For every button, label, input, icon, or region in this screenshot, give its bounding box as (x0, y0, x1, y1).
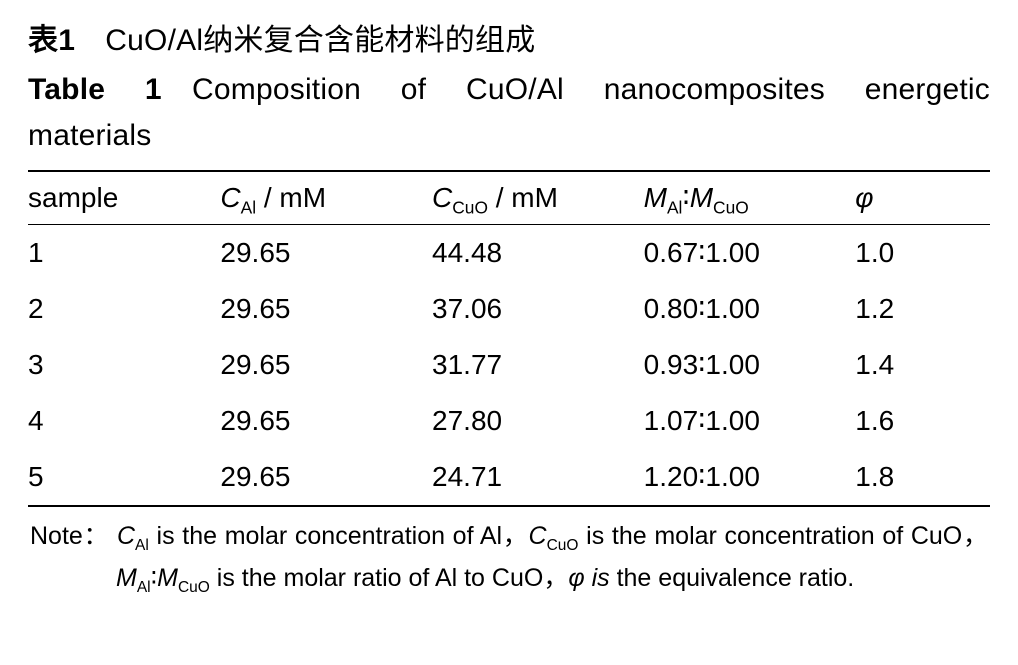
caption-chinese: 表1 CuO/Al纳米复合含能材料的组成 (28, 18, 990, 65)
table-footnote: Note： CAl is the molar concentration of … (28, 507, 990, 600)
caption-en-label: Table 1 (28, 73, 162, 106)
cell-ratio: 0.67∶1.00 (644, 224, 856, 281)
table-body: 1 29.65 44.48 0.67∶1.00 1.0 2 29.65 37.0… (28, 224, 990, 506)
col-header-sample: sample (28, 171, 220, 225)
cell-ratio: 0.93∶1.00 (644, 337, 856, 393)
cell-sample: 3 (28, 337, 220, 393)
note-prefix: Note： (30, 522, 109, 550)
table-row: 4 29.65 27.80 1.07∶1.00 1.6 (28, 393, 990, 449)
caption-english-line2: materials (28, 113, 990, 160)
cell-phi: 1.4 (855, 337, 990, 393)
cell-phi: 1.2 (855, 281, 990, 337)
col-header-c-cuo: CCuO / mM (432, 171, 644, 225)
col-header-c-al: CAl / mM (220, 171, 432, 225)
table-header-row: sample CAl / mM CCuO / mM MAl∶MCuO φ (28, 171, 990, 225)
cell-c-al: 29.65 (220, 337, 432, 393)
caption-cn-label: 表1 (28, 24, 75, 57)
cell-phi: 1.6 (855, 393, 990, 449)
cell-c-al: 29.65 (220, 281, 432, 337)
table-row: 3 29.65 31.77 0.93∶1.00 1.4 (28, 337, 990, 393)
col-header-phi: φ (855, 171, 990, 225)
caption-english-line1: Table 1 Composition of CuO/Al nanocompos… (28, 67, 990, 114)
composition-table: sample CAl / mM CCuO / mM MAl∶MCuO φ 1 2… (28, 170, 990, 507)
cell-c-al: 29.65 (220, 449, 432, 506)
caption-en-title-1: Composition of CuO/Al nanocomposites ene… (192, 73, 990, 106)
cell-ratio: 0.80∶1.00 (644, 281, 856, 337)
cell-c-cuo: 24.71 (432, 449, 644, 506)
cell-c-cuo: 27.80 (432, 393, 644, 449)
cell-sample: 4 (28, 393, 220, 449)
cell-phi: 1.8 (855, 449, 990, 506)
cell-c-al: 29.65 (220, 393, 432, 449)
cell-sample: 2 (28, 281, 220, 337)
caption-en-title-2: materials (28, 119, 152, 152)
table-row: 2 29.65 37.06 0.80∶1.00 1.2 (28, 281, 990, 337)
col-header-ratio: MAl∶MCuO (644, 171, 856, 225)
cell-c-cuo: 31.77 (432, 337, 644, 393)
cell-ratio: 1.20∶1.00 (644, 449, 856, 506)
cell-ratio: 1.07∶1.00 (644, 393, 856, 449)
cell-sample: 5 (28, 449, 220, 506)
cell-c-al: 29.65 (220, 224, 432, 281)
cell-phi: 1.0 (855, 224, 990, 281)
caption-cn-title: CuO/Al纳米复合含能材料的组成 (105, 24, 535, 57)
table-row: 1 29.65 44.48 0.67∶1.00 1.0 (28, 224, 990, 281)
cell-c-cuo: 37.06 (432, 281, 644, 337)
table-row: 5 29.65 24.71 1.20∶1.00 1.8 (28, 449, 990, 506)
cell-sample: 1 (28, 224, 220, 281)
cell-c-cuo: 44.48 (432, 224, 644, 281)
